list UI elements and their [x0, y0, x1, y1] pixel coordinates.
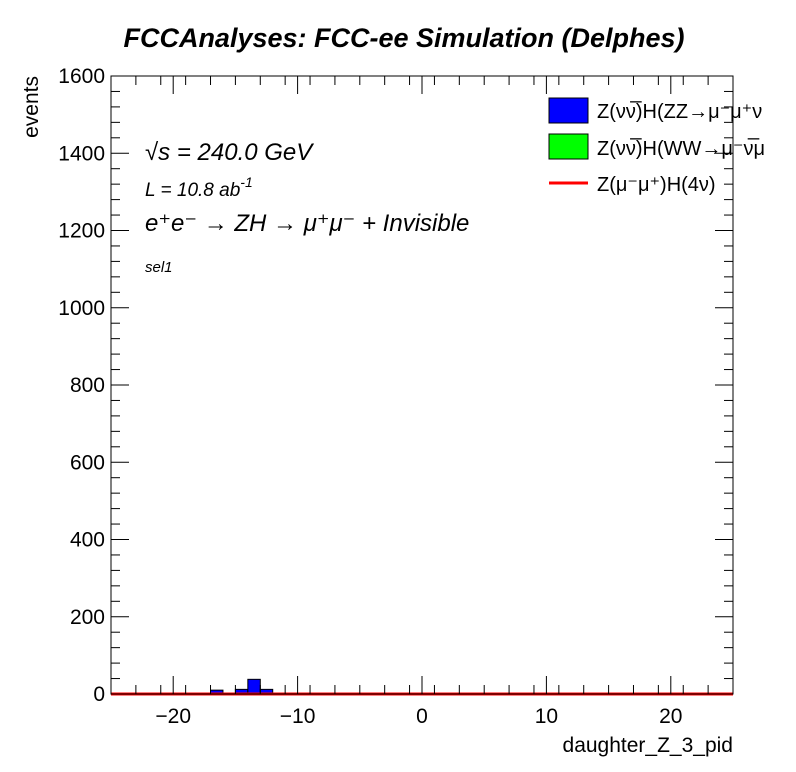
y-tick-label: 1200: [58, 220, 105, 243]
x-axis: −20 −10 0 10 20: [110, 76, 734, 728]
chart-title: FCCAnalyses: FCC-ee Simulation (Delphes): [123, 23, 684, 53]
y-tick-label: 1000: [58, 297, 105, 320]
legend-swatch-zz: [548, 97, 589, 124]
x-tick-label: −20: [155, 705, 191, 728]
y-axis-title: events: [20, 76, 43, 138]
y-tick-label: 0: [93, 683, 105, 706]
x-axis-title: daughter_Z_3_pid: [563, 734, 733, 757]
histogram-bar: [247, 678, 261, 695]
y-tick-label: 400: [70, 529, 105, 552]
legend: Z(νν̅)H(ZZ→μ⁻μ⁺ν Z(νν̅)H(WW→μ⁻ν̅μ Z(μ⁻μ⁺…: [548, 97, 765, 196]
selection-label: sel1: [145, 259, 173, 276]
plot-area: [111, 76, 733, 694]
x-tick-label: 0: [416, 705, 428, 728]
x-tick-label: 10: [535, 705, 558, 728]
legend-label-signal: Z(μ⁻μ⁺)H(4ν): [597, 174, 716, 196]
y-tick-label: 200: [70, 606, 105, 629]
y-tick-label: 800: [70, 374, 105, 397]
y-tick-label: 600: [70, 451, 105, 474]
legend-swatch-ww: [548, 133, 589, 160]
luminosity-label: L = 10.8 ab-1: [145, 174, 253, 201]
y-tick-label: 1600: [58, 65, 105, 88]
energy-label: √s = 240.0 GeV: [145, 139, 314, 166]
process-label: e⁺e⁻ → ZH → μ⁺μ⁻ + Invisible: [145, 210, 469, 237]
x-tick-label: −10: [280, 705, 316, 728]
y-tick-label: 1400: [58, 142, 105, 165]
legend-label-zz: Z(νν̅)H(ZZ→μ⁻μ⁺ν: [597, 100, 762, 123]
luminosity-exponent: -1: [240, 174, 252, 190]
x-tick-label: 20: [659, 705, 682, 728]
y-axis: 0 200 400 600 800 1000 1200 1400 1600: [58, 65, 733, 706]
luminosity-value: L = 10.8 ab: [145, 180, 240, 201]
legend-label-ww: Z(νν̅)H(WW→μ⁻ν̅μ: [597, 137, 765, 160]
